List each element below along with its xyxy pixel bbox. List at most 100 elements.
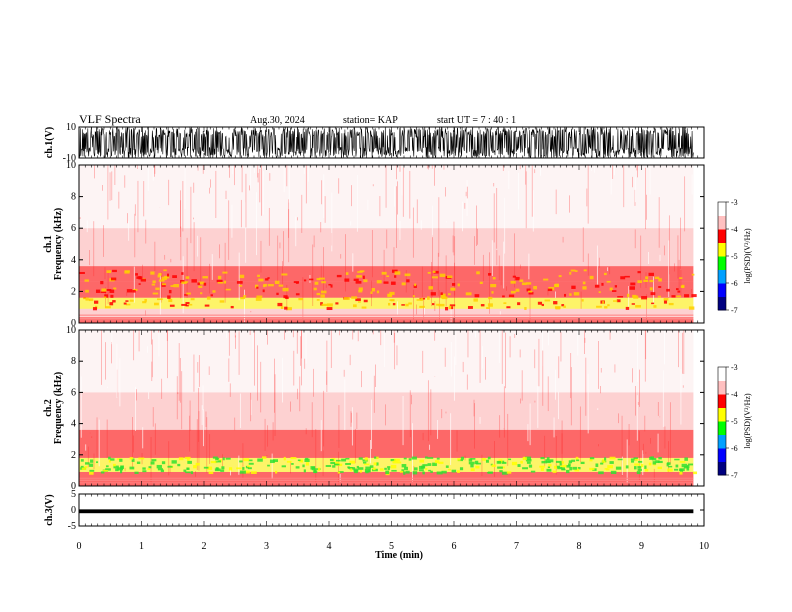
spectrogram-activity bbox=[325, 465, 332, 467]
x-tick-label: 5 bbox=[389, 541, 394, 552]
spectrogram-activity bbox=[203, 282, 207, 286]
spectrogram-activity bbox=[358, 289, 363, 293]
spectrogram-activity bbox=[167, 295, 171, 299]
spectrogram-activity bbox=[420, 466, 425, 468]
spectrogram-activity bbox=[276, 292, 279, 296]
spectrogram-activity bbox=[654, 276, 660, 280]
spectrogram-activity bbox=[510, 290, 516, 294]
spectrogram-activity bbox=[652, 461, 657, 465]
spectrogram-activity bbox=[300, 459, 304, 463]
spectrogram-activity bbox=[412, 471, 418, 475]
spectrogram-activity bbox=[239, 284, 243, 287]
spectrogram-activity bbox=[399, 470, 404, 473]
spectrogram-activity bbox=[595, 463, 599, 467]
date-label: Aug.30, 2024 bbox=[250, 115, 305, 126]
spectrogram-activity bbox=[408, 458, 412, 461]
spectrogram-activity bbox=[275, 470, 278, 474]
spectrogram-activity bbox=[125, 303, 131, 306]
spectrogram-activity bbox=[216, 279, 223, 283]
spectrogram-activity bbox=[108, 456, 111, 460]
spectrogram-activity bbox=[321, 303, 328, 307]
spectrogram-activity bbox=[561, 304, 565, 307]
spectrogram-activity bbox=[262, 284, 266, 288]
spectrogram-activity bbox=[225, 457, 231, 460]
spectrogram-activity bbox=[152, 292, 159, 295]
spectrogram-activity bbox=[412, 295, 415, 298]
spectrogram-activity bbox=[152, 280, 156, 284]
spectrogram-activity bbox=[545, 459, 548, 462]
spectrogram-activity bbox=[554, 306, 561, 309]
spectrogram-activity bbox=[284, 306, 288, 310]
spectrogram-activity bbox=[394, 275, 397, 278]
spectrogram-activity bbox=[281, 273, 288, 276]
spectrogram-activity bbox=[161, 283, 166, 286]
spectrogram-activity bbox=[649, 279, 654, 283]
spectrogram-activity bbox=[391, 281, 396, 285]
x-tick-label: 4 bbox=[327, 541, 332, 552]
spectrogram-activity bbox=[258, 278, 264, 282]
spectrogram-activity bbox=[302, 464, 305, 468]
spectrogram-activity bbox=[602, 301, 605, 304]
spectrogram-activity bbox=[200, 292, 203, 295]
spectrogram-activity bbox=[668, 302, 674, 306]
spectrogram-activity bbox=[372, 467, 376, 471]
colorbar-swatch bbox=[718, 461, 726, 476]
spectrogram-activity bbox=[473, 298, 478, 302]
spectrogram-activity bbox=[668, 465, 673, 468]
spectrogram-activity bbox=[431, 276, 438, 279]
spectrogram-activity bbox=[401, 469, 405, 472]
spectrogram-activity bbox=[129, 299, 134, 302]
spectrogram-activity bbox=[243, 458, 250, 462]
spectrogram-activity bbox=[569, 466, 572, 471]
spectrogram-band bbox=[79, 228, 694, 267]
colorbar-1: -3 -4 -5 -6 -7 log(PSD)(V²/Hz) bbox=[717, 198, 752, 315]
spectrogram-activity bbox=[488, 273, 492, 276]
spectrogram-activity bbox=[616, 299, 621, 303]
spectrogram-activity bbox=[193, 465, 197, 469]
spectrogram-activity bbox=[388, 302, 391, 306]
spectrogram-activity bbox=[230, 305, 234, 309]
spectrogram-activity bbox=[650, 292, 656, 296]
spectrogram-activity bbox=[142, 470, 147, 473]
spectrogram-activity bbox=[422, 471, 425, 475]
spectrogram-activity bbox=[447, 275, 453, 279]
spectrogram-activity bbox=[615, 466, 622, 470]
spectrogram-activity bbox=[112, 269, 117, 273]
spectrogram-activity bbox=[316, 292, 321, 296]
x-tick-label: 2 bbox=[202, 541, 207, 552]
spectrogram-activity bbox=[679, 277, 683, 279]
spectrogram-activity bbox=[351, 296, 358, 299]
spectrogram-activity bbox=[291, 463, 294, 465]
spectrogram-activity bbox=[651, 302, 655, 305]
spectrogram-activity bbox=[390, 459, 396, 462]
spectrogram-activity bbox=[295, 466, 300, 469]
spectrogram-activity bbox=[666, 288, 670, 292]
spectrogram-activity bbox=[156, 464, 162, 469]
waveform-trace bbox=[78, 126, 694, 159]
spectrogram-activity bbox=[157, 274, 161, 278]
y-tick-label: 0 bbox=[71, 505, 76, 516]
spectrogram-activity bbox=[427, 457, 434, 459]
spectrogram-activity bbox=[106, 270, 112, 274]
spectrogram-activity bbox=[89, 471, 94, 475]
spectrogram-activity bbox=[371, 288, 376, 292]
spectrogram-activity bbox=[468, 461, 475, 465]
spectrogram-activity bbox=[522, 467, 529, 470]
spectrogram-activity bbox=[262, 289, 265, 293]
spectrogram-activity bbox=[136, 276, 143, 279]
spectrogram-activity bbox=[594, 284, 600, 288]
spectrogram-activity bbox=[476, 271, 480, 275]
spectrogram-activity bbox=[408, 302, 412, 305]
spectrogram-activity bbox=[501, 471, 508, 475]
spectrogram-activity bbox=[188, 303, 193, 306]
spectrogram-activity bbox=[609, 461, 614, 464]
spectrogram-activity bbox=[632, 294, 637, 298]
spectrogram-activity bbox=[451, 283, 456, 286]
spectrogram-activity bbox=[385, 470, 390, 475]
spectrogram-activity bbox=[693, 471, 698, 475]
spectrogram-activity bbox=[345, 272, 349, 275]
spectrogram-activity bbox=[638, 460, 643, 463]
spectrogram-band bbox=[79, 457, 694, 472]
spectrogram-activity bbox=[681, 284, 685, 289]
spectrogram-activity bbox=[158, 272, 162, 276]
